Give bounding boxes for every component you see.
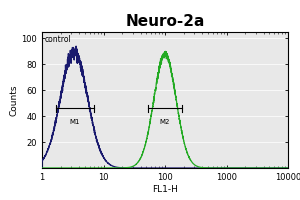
Text: M2: M2 bbox=[160, 119, 170, 125]
Title: Neuro-2a: Neuro-2a bbox=[125, 14, 205, 29]
Text: control: control bbox=[45, 35, 72, 44]
Text: M1: M1 bbox=[70, 119, 80, 125]
X-axis label: FL1-H: FL1-H bbox=[152, 185, 178, 194]
Y-axis label: Counts: Counts bbox=[10, 84, 19, 116]
